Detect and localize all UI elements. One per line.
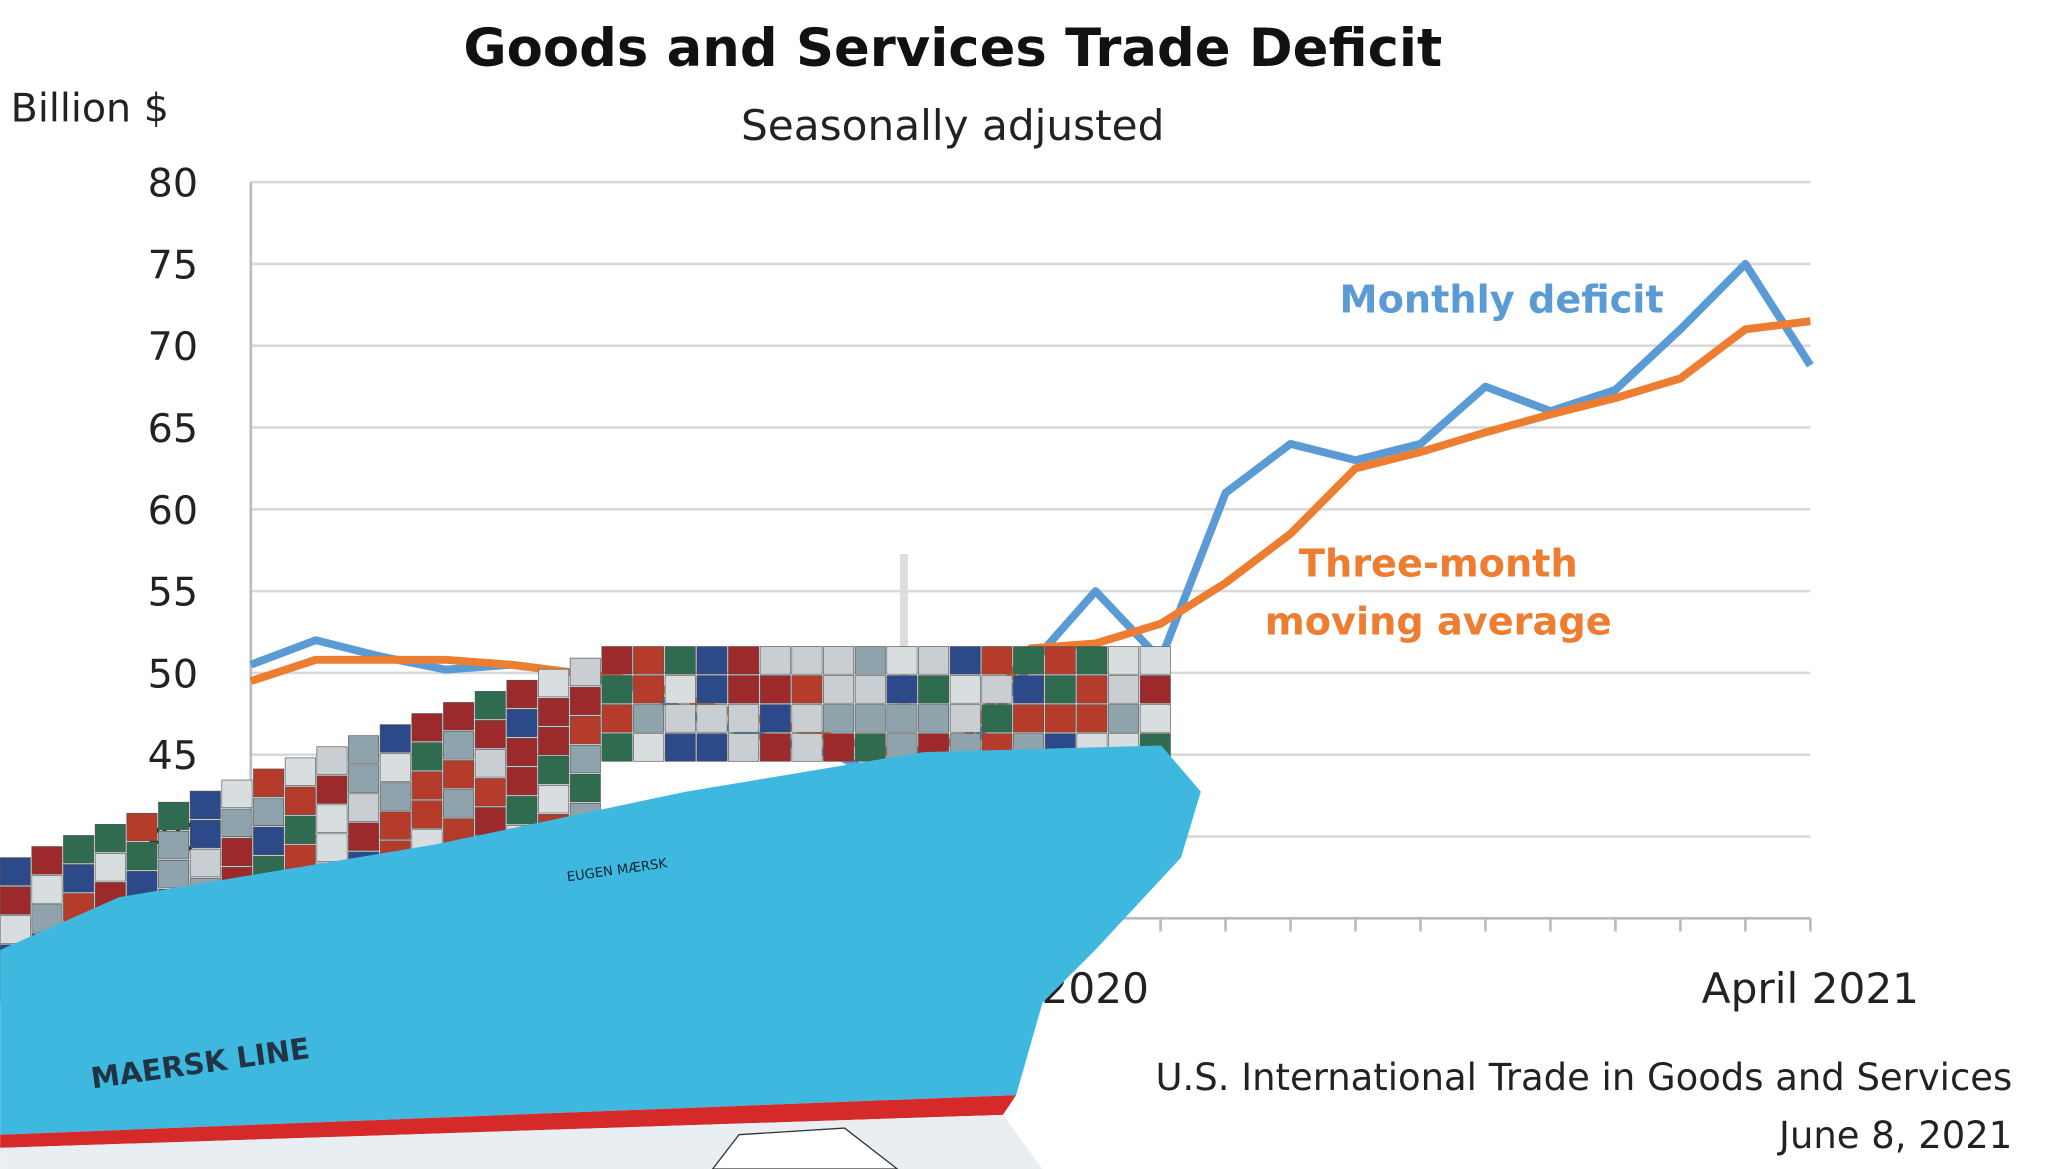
y-tick-label: 70	[148, 324, 198, 370]
y-tick-label: 65	[148, 406, 198, 452]
y-tick-label: 60	[148, 488, 198, 534]
y-tick-label: 45	[148, 733, 198, 779]
y-tick-label: 50	[148, 651, 198, 697]
source-text: U.S. International Trade in Goods and Se…	[1156, 1056, 2013, 1099]
x-tick-label-april-2021: April 2021	[1702, 964, 1919, 1013]
legend-avg-1: Three-month	[1299, 542, 1578, 587]
legend-avg-2: moving average	[1265, 600, 1612, 645]
legend-monthly: Monthly deficit	[1340, 278, 1664, 323]
chart-title: Goods and Services Trade Deficit	[463, 18, 1442, 79]
container-ship-image: MAERSK LINE EUGEN MÆRSK	[0, 554, 1201, 1169]
y-axis-label: Billion $	[11, 85, 169, 131]
y-tick-label: 55	[148, 570, 198, 616]
y-tick-label: 75	[148, 242, 198, 288]
chart-subtitle: Seasonally adjusted	[741, 101, 1164, 150]
y-tick-label: 80	[148, 161, 198, 207]
release-date: June 8, 2021	[1777, 1114, 2012, 1157]
